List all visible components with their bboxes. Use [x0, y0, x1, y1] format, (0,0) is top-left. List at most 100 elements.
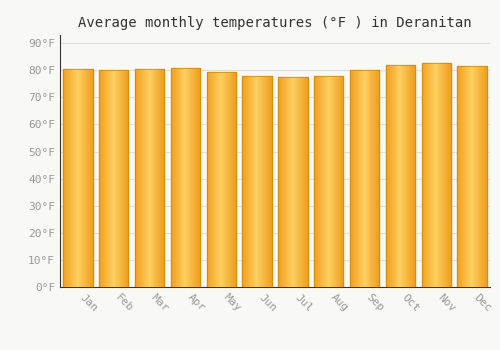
Bar — [426, 63, 428, 287]
Bar — [152, 69, 154, 287]
Bar — [412, 65, 413, 287]
Bar — [88, 69, 90, 287]
Bar — [254, 76, 255, 287]
Bar — [253, 76, 254, 287]
Bar — [242, 76, 272, 287]
Bar — [82, 69, 83, 287]
Bar — [447, 63, 448, 287]
Bar — [468, 66, 469, 287]
Bar — [112, 70, 113, 287]
Bar — [176, 68, 178, 287]
Bar — [124, 70, 126, 287]
Bar — [278, 77, 279, 287]
Bar — [218, 72, 220, 287]
Bar — [411, 65, 412, 287]
Bar — [434, 63, 436, 287]
Bar — [190, 68, 192, 287]
Bar — [259, 76, 260, 287]
Bar — [442, 63, 443, 287]
Bar — [63, 69, 64, 287]
Bar — [444, 63, 445, 287]
Bar — [126, 70, 128, 287]
Bar — [255, 76, 256, 287]
Bar — [148, 69, 150, 287]
Bar — [135, 69, 164, 287]
Bar — [386, 65, 388, 287]
Bar — [353, 70, 354, 287]
Bar — [139, 69, 140, 287]
Bar — [225, 72, 226, 287]
Bar — [432, 63, 434, 287]
Bar — [295, 77, 296, 287]
Bar — [170, 68, 172, 287]
Bar — [293, 77, 294, 287]
Bar — [466, 66, 467, 287]
Bar — [306, 77, 308, 287]
Bar — [481, 66, 482, 287]
Bar — [302, 77, 304, 287]
Bar — [319, 76, 320, 287]
Bar — [194, 68, 195, 287]
Bar — [120, 70, 122, 287]
Bar — [314, 76, 344, 287]
Bar — [186, 68, 188, 287]
Bar — [74, 69, 75, 287]
Bar — [216, 72, 218, 287]
Bar — [469, 66, 470, 287]
Bar — [316, 76, 317, 287]
Bar — [232, 72, 233, 287]
Bar — [174, 68, 176, 287]
Bar — [146, 69, 148, 287]
Bar — [443, 63, 444, 287]
Bar — [122, 70, 124, 287]
Bar — [445, 63, 446, 287]
Bar — [324, 76, 325, 287]
Bar — [265, 76, 266, 287]
Bar — [111, 70, 112, 287]
Bar — [390, 65, 392, 287]
Bar — [374, 70, 376, 287]
Bar — [113, 70, 114, 287]
Bar — [471, 66, 472, 287]
Bar — [208, 72, 210, 287]
Bar — [199, 68, 200, 287]
Bar — [304, 77, 306, 287]
Bar — [206, 72, 236, 287]
Bar — [136, 69, 137, 287]
Bar — [269, 76, 270, 287]
Bar — [66, 69, 67, 287]
Bar — [248, 76, 249, 287]
Bar — [249, 76, 250, 287]
Bar — [107, 70, 108, 287]
Bar — [156, 69, 158, 287]
Bar — [480, 66, 481, 287]
Bar — [70, 69, 71, 287]
Bar — [178, 68, 180, 287]
Bar — [188, 68, 190, 287]
Bar — [261, 76, 262, 287]
Bar — [325, 76, 326, 287]
Bar — [65, 69, 66, 287]
Bar — [77, 69, 78, 287]
Bar — [278, 77, 308, 287]
Bar — [323, 76, 324, 287]
Bar — [251, 76, 252, 287]
Bar — [396, 65, 398, 287]
Bar — [482, 66, 483, 287]
Bar — [106, 70, 107, 287]
Bar — [221, 72, 222, 287]
Bar — [428, 63, 430, 287]
Bar — [110, 70, 111, 287]
Bar — [301, 77, 302, 287]
Bar — [72, 69, 73, 287]
Bar — [223, 72, 224, 287]
Bar — [473, 66, 474, 287]
Bar — [464, 66, 465, 287]
Bar — [476, 66, 477, 287]
Bar — [233, 72, 234, 287]
Bar — [326, 76, 327, 287]
Bar — [196, 68, 197, 287]
Bar — [320, 76, 321, 287]
Bar — [478, 66, 479, 287]
Bar — [135, 69, 136, 287]
